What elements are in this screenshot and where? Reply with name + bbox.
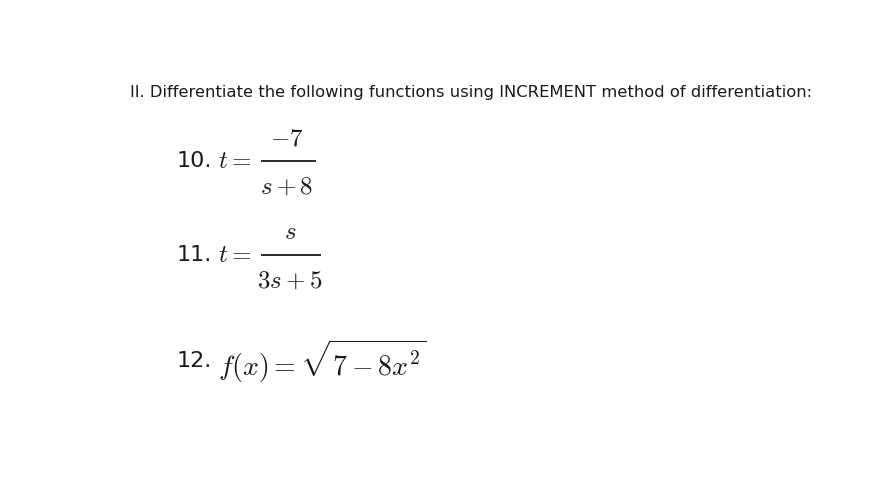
Text: $3s+5$: $3s+5$ xyxy=(258,268,323,292)
Text: 12.: 12. xyxy=(177,351,212,371)
Text: $t =$: $t =$ xyxy=(218,149,252,173)
Text: $s+8$: $s+8$ xyxy=(260,174,314,198)
Text: $t =$: $t =$ xyxy=(218,244,252,267)
Text: $f(x) = \sqrt{7-8x^{2}}$: $f(x) = \sqrt{7-8x^{2}}$ xyxy=(218,337,426,384)
Text: 11.: 11. xyxy=(177,246,212,265)
Text: $s$: $s$ xyxy=(284,220,296,244)
Text: II. Differentiate the following functions using INCREMENT method of differentiat: II. Differentiate the following function… xyxy=(131,85,813,100)
Text: $-7$: $-7$ xyxy=(270,126,303,150)
Text: 10.: 10. xyxy=(177,151,212,171)
